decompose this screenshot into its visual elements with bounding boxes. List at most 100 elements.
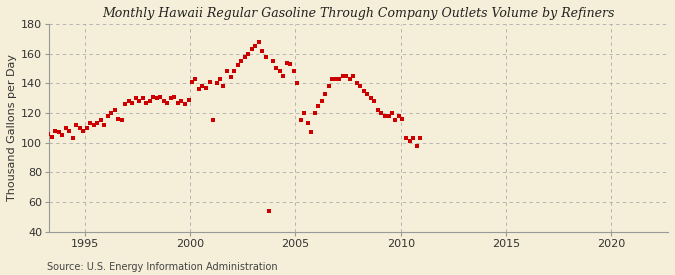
Title: Monthly Hawaii Regular Gasoline Through Company Outlets Volume by Refiners: Monthly Hawaii Regular Gasoline Through … [103,7,615,20]
Point [47,134,57,139]
Point [215,77,225,81]
Point [74,126,85,130]
Point [390,118,401,123]
Point [148,95,159,99]
Point [358,89,369,93]
Point [141,100,152,105]
Point [81,126,92,130]
Point [365,96,376,100]
Point [218,84,229,89]
Point [253,40,264,44]
Point [299,111,310,115]
Point [43,132,53,136]
Text: Source: U.S. Energy Information Administration: Source: U.S. Energy Information Administ… [47,262,278,272]
Point [232,63,243,68]
Point [394,114,404,118]
Point [404,139,415,144]
Point [362,92,373,96]
Point [152,96,163,100]
Point [127,100,138,105]
Point [173,100,184,105]
Point [379,114,390,118]
Y-axis label: Thousand Gallons per Day: Thousand Gallons per Day [7,54,17,201]
Point [155,95,166,99]
Point [397,117,408,121]
Point [387,111,398,115]
Point [313,103,323,108]
Point [92,121,103,126]
Point [106,111,117,115]
Point [348,74,358,78]
Point [411,144,422,148]
Point [60,126,71,130]
Point [317,99,327,103]
Point [334,77,345,81]
Point [239,54,250,59]
Point [267,59,278,63]
Point [207,118,218,123]
Point [323,84,334,89]
Point [85,121,96,126]
Point [309,111,320,115]
Point [116,118,127,123]
Point [68,136,78,141]
Point [159,99,169,103]
Point [383,114,394,118]
Point [376,111,387,115]
Point [95,118,106,123]
Point [320,92,331,96]
Point [200,86,211,90]
Point [124,99,134,103]
Point [162,100,173,105]
Point [113,117,124,121]
Point [57,133,68,138]
Point [369,99,380,103]
Point [341,74,352,78]
Point [169,95,180,99]
Point [103,114,113,118]
Point [176,99,187,103]
Point [331,77,342,81]
Point [271,66,281,71]
Point [281,60,292,65]
Point [53,130,64,134]
Point [165,96,176,100]
Point [296,118,306,123]
Point [120,102,131,106]
Point [50,129,61,133]
Point [256,48,267,53]
Point [109,108,120,112]
Point [236,59,246,63]
Point [134,99,144,103]
Point [264,209,275,213]
Point [352,81,362,86]
Point [306,130,317,134]
Point [88,123,99,127]
Point [414,136,425,141]
Point [338,74,348,78]
Point [197,84,208,89]
Point [180,102,190,106]
Point [138,96,148,100]
Point [211,81,222,86]
Point [246,47,257,51]
Point [274,69,285,74]
Point [63,129,74,133]
Point [78,129,88,133]
Point [400,136,411,141]
Point [243,51,254,56]
Point [225,75,236,79]
Point [285,62,296,66]
Point [327,77,338,81]
Point [71,123,82,127]
Point [99,123,110,127]
Point [229,69,240,74]
Point [260,54,271,59]
Point [190,77,201,81]
Point [130,96,141,100]
Point [344,77,355,81]
Point [221,69,232,74]
Point [355,84,366,89]
Point [250,44,261,48]
Point [373,108,383,112]
